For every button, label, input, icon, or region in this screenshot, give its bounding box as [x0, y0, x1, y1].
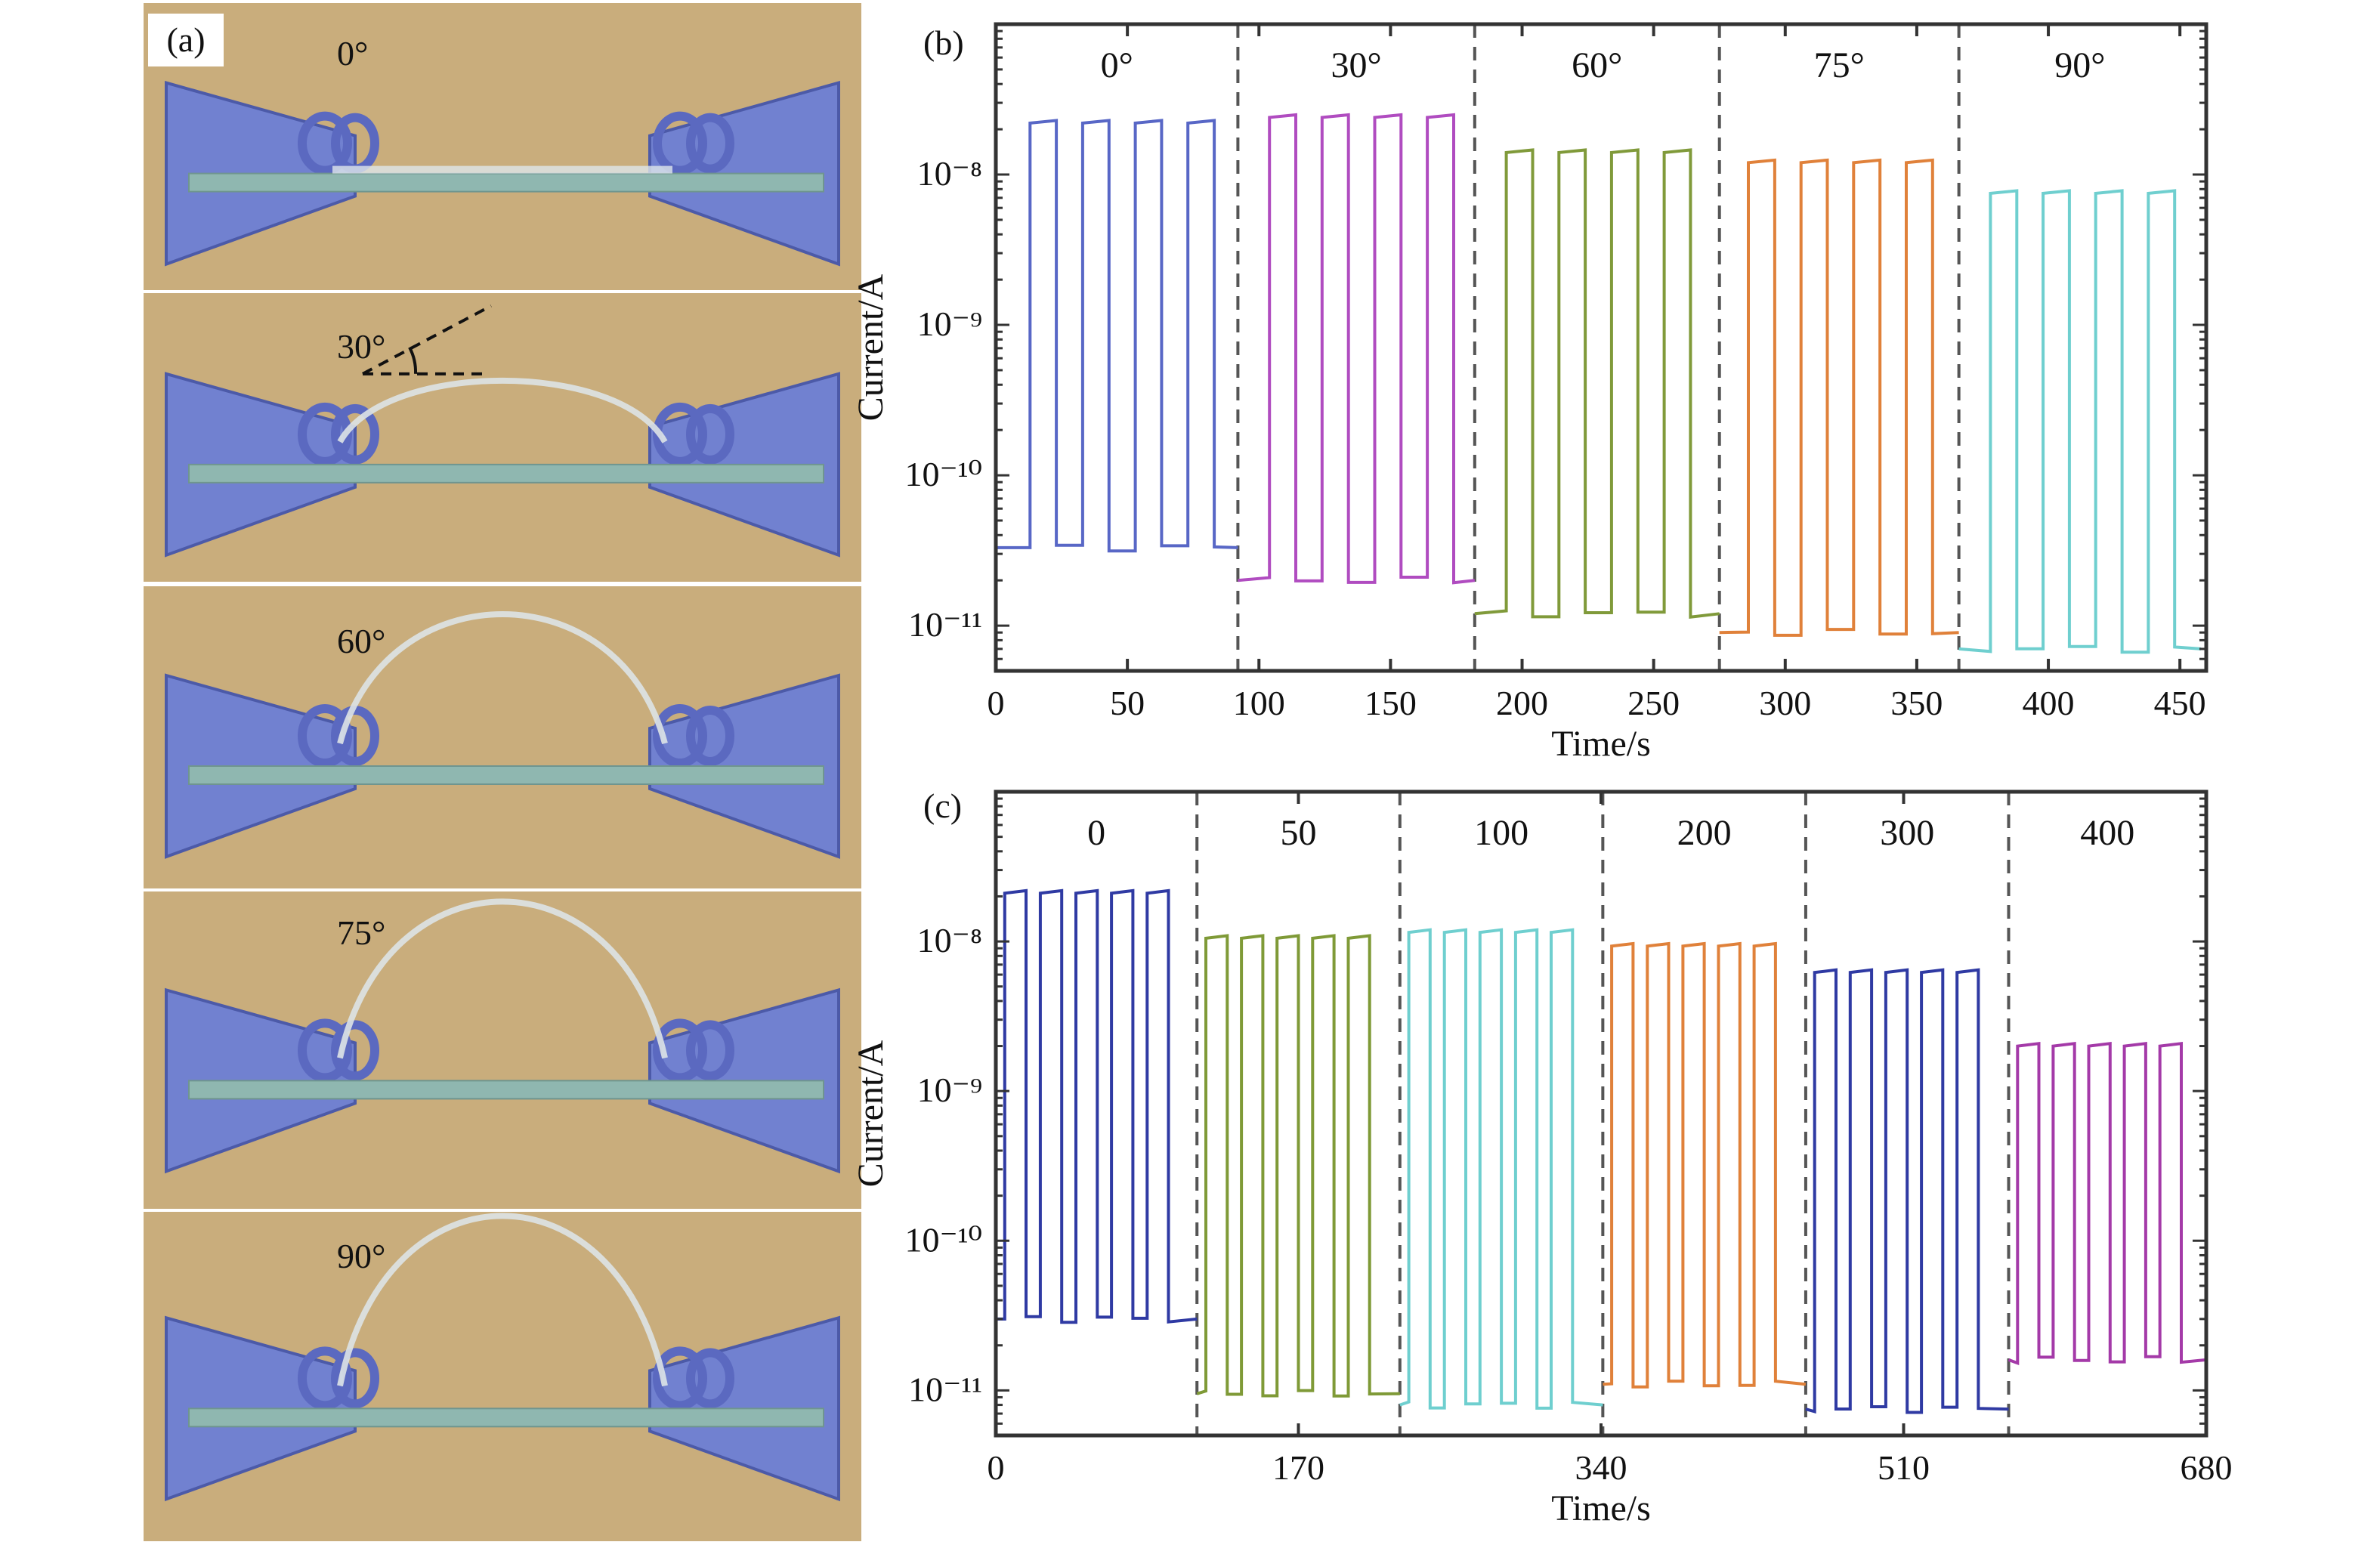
flexible-film — [332, 165, 672, 174]
flexible-film — [337, 898, 668, 1059]
series-line-60° — [1474, 148, 1720, 619]
series-label: 100 — [1474, 813, 1528, 853]
bending-angle-chart: 0° 30° 60° 75° 90° 0 50 100 150 200 250 300 350 400 45… — [851, 22, 2208, 764]
x-tick-label: 510 — [1878, 1448, 1930, 1487]
clip-handle-right-2 — [686, 113, 734, 174]
series-label: 30° — [1331, 45, 1382, 85]
x-tick-label: 170 — [1272, 1448, 1324, 1487]
series-line-75° — [1719, 158, 1959, 637]
x-tick-label: 350 — [1890, 684, 1943, 722]
plot-frame — [994, 789, 2208, 1438]
clip-handle-left — [298, 1018, 352, 1083]
clip-handle-left-2 — [331, 403, 379, 465]
series-line-200 — [1603, 941, 1807, 1389]
x-tick-label: 0 — [988, 684, 1005, 722]
y-tick-label: 10⁻¹¹ — [908, 1370, 982, 1408]
photo-2 — [144, 586, 861, 888]
photo-angle-label-2: 60° — [337, 622, 386, 660]
clip-handle-right — [653, 1018, 707, 1083]
clip-handle-right-2 — [686, 706, 734, 766]
clip-handle-right — [653, 111, 707, 175]
photo-0 — [144, 3, 861, 290]
series-line-100 — [1399, 928, 1603, 1410]
plot-frame — [994, 22, 2208, 673]
series-label: 400 — [2080, 813, 2134, 853]
clip-handle-left — [298, 111, 352, 175]
clip-handle-right-2 — [686, 1348, 734, 1409]
clip-handle-left — [298, 704, 352, 768]
photo-panel-a — [144, 3, 861, 1541]
y-tick-label: 10⁻¹⁰ — [904, 1220, 982, 1259]
x-axis-label: Time/s — [1551, 724, 1651, 764]
clip-handle-left-2 — [331, 1348, 379, 1409]
panel-c-label: (c) — [923, 786, 963, 825]
x-tick-label: 680 — [2181, 1448, 2233, 1487]
series-label: 200 — [1677, 813, 1732, 853]
x-tick-label: 300 — [1759, 684, 1811, 722]
x-tick-label: 340 — [1575, 1448, 1627, 1487]
photo-1 — [144, 293, 861, 582]
glass-slide — [188, 765, 824, 785]
clip-handle-right — [653, 704, 707, 768]
series-line-30° — [1238, 113, 1476, 585]
series-label: 0 — [1087, 813, 1105, 853]
x-tick-label: 400 — [2023, 684, 2075, 722]
series-line-300 — [1805, 968, 2009, 1414]
y-tick-label: 10⁻⁹ — [917, 1071, 982, 1109]
glass-slide — [188, 172, 824, 193]
photo-angle-label-3: 75° — [337, 913, 386, 952]
series-label: 60° — [1572, 45, 1622, 85]
y-tick-label: 10⁻⁸ — [917, 921, 982, 959]
x-tick-label: 0 — [988, 1448, 1005, 1487]
clip-handle-left-2 — [331, 1020, 379, 1081]
photo-angle-label-1: 30° — [337, 327, 386, 366]
series-label: 0° — [1101, 45, 1133, 85]
angle-guide-diagonal — [362, 304, 492, 375]
series-line-0 — [996, 888, 1198, 1324]
series-label: 90° — [2054, 45, 2105, 85]
clip-handle-right — [653, 1346, 707, 1411]
photo-3 — [144, 891, 861, 1209]
x-tick-label: 250 — [1627, 684, 1680, 722]
x-tick-label: 200 — [1496, 684, 1548, 722]
x-tick-label: 450 — [2154, 684, 2206, 722]
clip-handle-right-2 — [686, 1020, 734, 1081]
glass-slide — [188, 463, 824, 484]
x-axis-label: Time/s — [1551, 1488, 1651, 1528]
angle-arc — [408, 346, 418, 374]
flexible-film — [337, 377, 668, 443]
y-axis-label: Current/A — [851, 273, 891, 421]
y-tick-label: 10⁻⁸ — [917, 154, 982, 193]
series-label: 50 — [1281, 813, 1317, 853]
series-line-50 — [1196, 934, 1400, 1398]
flexible-film — [337, 611, 668, 745]
y-tick-label: 10⁻⁹ — [917, 304, 982, 343]
series-label: 300 — [1880, 813, 1934, 853]
y-tick-label: 10⁻¹⁰ — [904, 455, 982, 493]
glass-slide — [188, 1080, 824, 1100]
panel-a-label: (a) — [148, 14, 224, 66]
series-label: 75° — [1814, 45, 1865, 85]
photo-angle-label-0: 0° — [337, 34, 369, 73]
photo-angle-label-4: 90° — [337, 1237, 386, 1275]
x-tick-label: 50 — [1110, 684, 1145, 722]
clip-handle-right-2 — [686, 403, 734, 465]
series-line-400 — [2008, 1041, 2207, 1366]
x-tick-label: 150 — [1365, 684, 1417, 722]
glass-slide — [188, 1407, 824, 1428]
flexible-film — [337, 1213, 668, 1387]
panel-b-label: (b) — [923, 23, 964, 62]
y-tick-label: 10⁻¹¹ — [908, 605, 982, 644]
x-tick-label: 100 — [1233, 684, 1285, 722]
series-line-90° — [1958, 189, 2202, 654]
series-line-0° — [996, 119, 1238, 553]
photo-4 — [144, 1212, 861, 1541]
clip-handle-left — [298, 1346, 352, 1411]
